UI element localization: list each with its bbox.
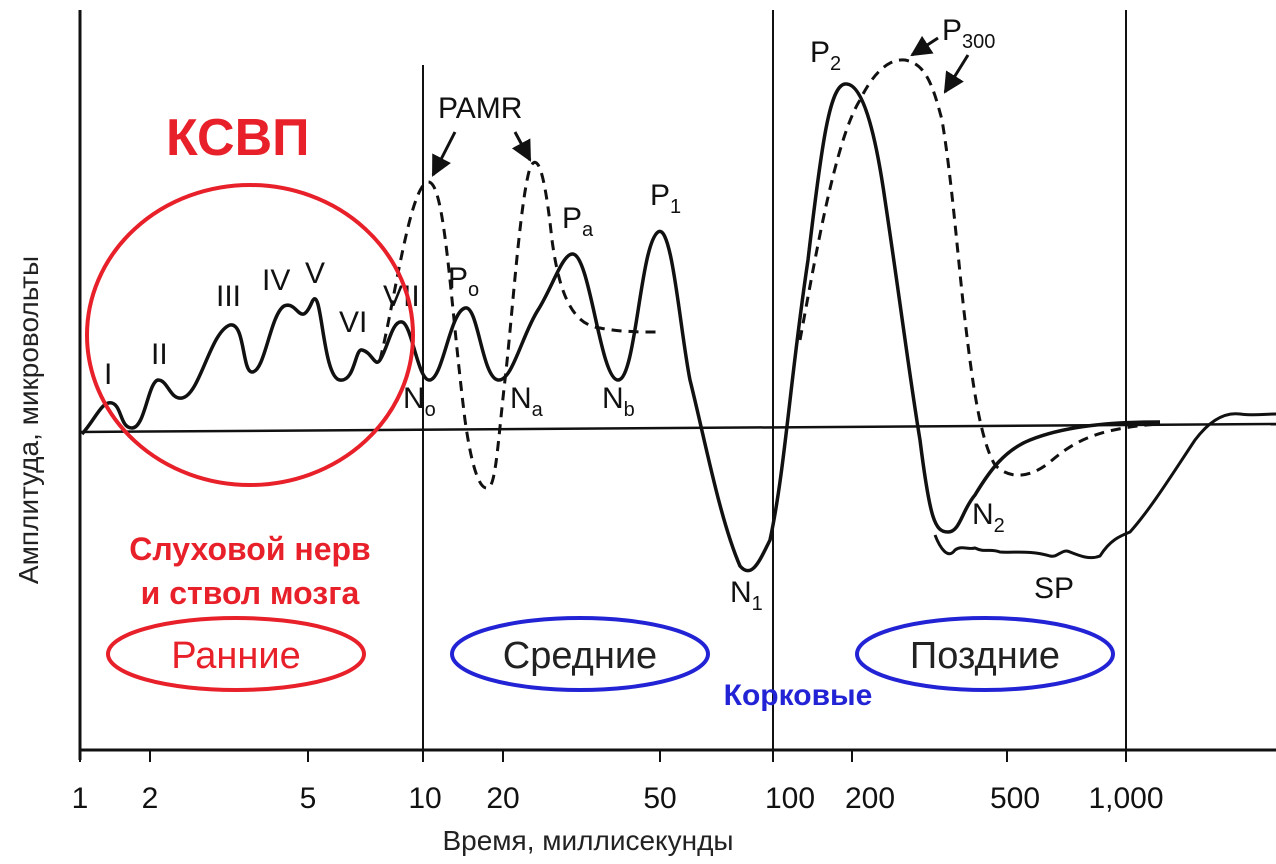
ksvp-title: КСВП (166, 109, 310, 167)
x-tick-label: 1,000 (1088, 782, 1163, 815)
wave-label-VII: VII (383, 280, 420, 313)
early-group-oval (106, 616, 366, 692)
late-group-label: Поздние (910, 635, 1060, 677)
wave-label-PAMR: PAMR (438, 92, 522, 125)
brainstem-caption-line1: Слуховой нерв (129, 531, 370, 567)
x-axis-title: Время, миллисекунды (442, 825, 733, 856)
sp-waveform (933, 412, 1276, 560)
x-tick-label: 1 (72, 782, 89, 815)
brainstem-caption-line2: и ствол мозга (141, 575, 360, 611)
late-group-oval (855, 616, 1115, 692)
early-group-label: Ранние (171, 635, 301, 677)
x-tick-label: 2 (142, 782, 159, 815)
wave-label-Pa: Pa (562, 202, 594, 241)
middle-group-label: Средние (503, 635, 657, 677)
solid-waveform (80, 82, 1161, 573)
wave-label-III: III (216, 280, 241, 313)
baseline (79, 422, 1276, 434)
cortical-label: Корковые (724, 679, 873, 712)
wave-label-II: II (151, 338, 168, 371)
x-tick-label: 200 (845, 782, 895, 815)
wave-label-N1: N1 (730, 576, 763, 615)
wave-label-I: I (104, 358, 112, 391)
wave-label-VI: VI (339, 306, 367, 339)
early-brainstem-circle (85, 183, 415, 487)
wave-label-No: No (403, 382, 436, 421)
wave-label-Nb: Nb (602, 382, 635, 421)
dashed-waveform-pamr (378, 160, 661, 490)
wave-label-Na: Na (510, 382, 544, 421)
middle-group-oval (450, 616, 710, 692)
wave-label-P1: P1 (650, 179, 681, 218)
x-tick-label: 50 (643, 782, 676, 815)
wave-label-Po: Po (448, 262, 479, 301)
wave-label-V: V (305, 257, 325, 290)
wave-label-P300: P300 (942, 14, 995, 53)
p300-arrow-right (943, 54, 970, 94)
pamr-arrow-right (511, 131, 532, 162)
dashed-waveform-p300 (798, 58, 1161, 477)
x-tick-label: 5 (300, 782, 317, 815)
y-axis-title: Амплитуда, микровольты (13, 256, 44, 584)
x-tick-label: 500 (990, 782, 1040, 815)
p300-arrow-left (910, 35, 939, 57)
x-tick-label: 100 (765, 782, 815, 815)
wave-label-SP: SP (1034, 572, 1074, 605)
x-tick-label: 10 (408, 782, 441, 815)
wave-label-N2: N2 (972, 498, 1005, 537)
x-ticks (79, 750, 1127, 762)
wave-label-P2: P2 (810, 36, 841, 75)
wave-label-IV: IV (262, 264, 290, 297)
pamr-arrow-left (431, 131, 457, 177)
x-tick-label: 20 (486, 782, 519, 815)
